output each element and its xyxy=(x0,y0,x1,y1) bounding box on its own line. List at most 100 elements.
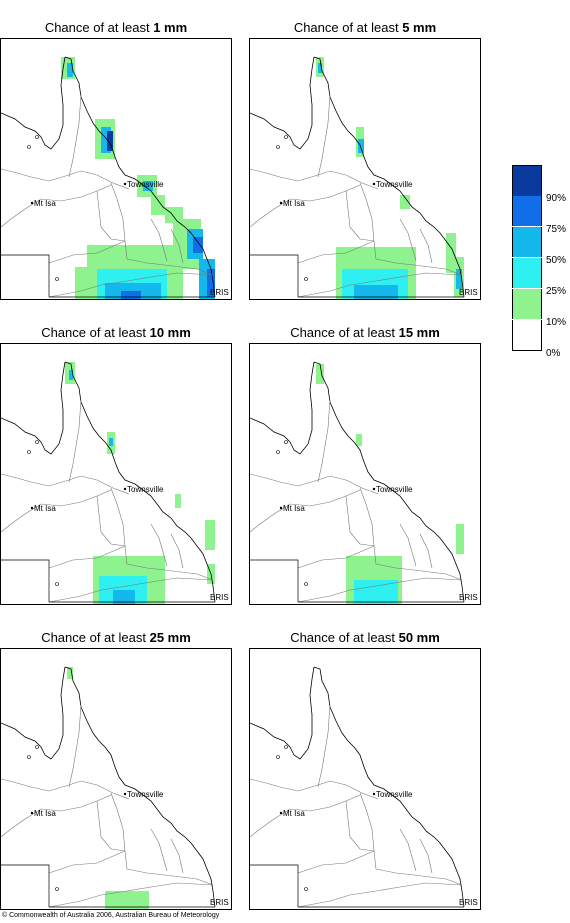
probability-area xyxy=(193,237,203,253)
label-townsville: Townsville xyxy=(376,485,413,494)
title-amount: 5 mm xyxy=(402,20,437,35)
probability-area xyxy=(318,63,322,73)
island xyxy=(304,582,308,586)
district-boundary xyxy=(48,545,126,569)
panel-title: Chance of at least 25 mm xyxy=(0,630,232,645)
district-boundary xyxy=(359,792,377,870)
district-boundary xyxy=(110,487,128,565)
district-boundary xyxy=(170,228,184,264)
legend-swatch-0 xyxy=(512,320,542,351)
island xyxy=(35,440,39,444)
map-1mm: Townsville Mt Isa BRIS xyxy=(0,38,232,300)
label-bris: BRIS xyxy=(210,288,229,297)
map-50mm: Townsville Mt Isa BRIS xyxy=(249,648,481,910)
label-bris: BRIS xyxy=(459,288,478,297)
legend-label-50: 50% xyxy=(546,255,567,266)
island xyxy=(27,145,31,149)
probability-area xyxy=(456,524,464,554)
coastline xyxy=(250,666,315,760)
probability-area xyxy=(109,438,113,446)
qld-rainfall-map: Townsville Mt Isa BRIS xyxy=(250,361,478,604)
district-boundary xyxy=(419,228,433,264)
coastline xyxy=(313,666,465,908)
district-boundary xyxy=(317,704,331,788)
label-mt-isa: Mt Isa xyxy=(283,504,305,513)
panel-title: Chance of at least 10 mm xyxy=(0,325,232,340)
district-boundary xyxy=(250,184,361,228)
label-mt-isa: Mt Isa xyxy=(283,809,305,818)
probability-area xyxy=(69,370,73,380)
probability-area xyxy=(207,269,215,297)
probability-area xyxy=(175,494,181,508)
label-mt-isa: Mt Isa xyxy=(34,809,56,818)
probability-area xyxy=(107,131,113,151)
panel-title: Chance of at least 5 mm xyxy=(249,20,481,35)
label-mt-isa: Mt Isa xyxy=(34,504,56,513)
qld-rainfall-map: Townsville Mt Isa BRIS xyxy=(250,56,478,299)
title-amount: 15 mm xyxy=(398,325,440,340)
label-townsville: Townsville xyxy=(127,180,164,189)
island xyxy=(35,135,39,139)
island xyxy=(284,135,288,139)
district-boundary xyxy=(48,882,214,908)
district-boundary xyxy=(297,850,375,874)
title-amount: 1 mm xyxy=(153,20,188,35)
nt-sa-border xyxy=(1,559,50,602)
district-boundary xyxy=(375,868,463,886)
legend-label-90: 90% xyxy=(546,193,567,204)
district-boundary xyxy=(345,495,375,547)
district-boundary xyxy=(317,399,331,483)
district-boundary xyxy=(250,473,379,495)
district-boundary xyxy=(170,838,184,874)
district-boundary xyxy=(375,563,463,581)
town-dot xyxy=(372,792,376,796)
label-bris: BRIS xyxy=(210,898,229,907)
district-boundary xyxy=(96,190,126,242)
title-prefix: Chance of at least xyxy=(293,20,403,35)
district-boundary xyxy=(345,190,375,242)
district-boundary xyxy=(419,838,433,874)
district-boundary xyxy=(126,258,214,276)
nt-sa-border xyxy=(250,559,299,602)
map-10mm: Townsville Mt Isa BRIS xyxy=(0,343,232,605)
district-boundary xyxy=(48,272,214,298)
probability-area xyxy=(67,667,73,679)
legend-label-75: 75% xyxy=(546,224,567,235)
queensland-land xyxy=(1,667,215,909)
copyright-footer: © Commonwealth of Australia 2006, Austra… xyxy=(2,912,220,919)
district-boundary xyxy=(359,487,377,565)
island xyxy=(276,755,280,759)
district-boundary xyxy=(297,240,375,264)
district-boundary xyxy=(399,523,417,567)
district-boundary xyxy=(126,868,214,886)
qld-rainfall-map: Townsville Mt Isa BRIS xyxy=(250,666,478,909)
district-boundary xyxy=(150,218,168,262)
map-15mm: Townsville Mt Isa BRIS xyxy=(249,343,481,605)
district-boundary xyxy=(68,94,82,178)
legend-swatch-25 xyxy=(512,258,542,288)
district-boundary xyxy=(1,184,112,228)
label-townsville: Townsville xyxy=(127,485,164,494)
district-boundary xyxy=(297,545,375,569)
town-dot xyxy=(279,506,283,510)
legend-label-0: 0% xyxy=(546,348,561,359)
town-dot xyxy=(30,201,34,205)
district-boundary xyxy=(48,240,126,264)
probability-area xyxy=(400,195,410,209)
district-boundary xyxy=(1,168,130,190)
queensland-land xyxy=(250,57,464,299)
district-boundary xyxy=(48,577,214,603)
island xyxy=(276,145,280,149)
district-boundary xyxy=(96,800,126,852)
probability-area xyxy=(101,127,111,153)
label-bris: BRIS xyxy=(459,593,478,602)
legend-swatch-50 xyxy=(512,227,542,257)
district-boundary xyxy=(399,828,417,872)
label-townsville: Townsville xyxy=(127,790,164,799)
coastline xyxy=(313,361,465,603)
nt-sa-border xyxy=(250,254,299,297)
label-mt-isa: Mt Isa xyxy=(34,199,56,208)
district-boundary xyxy=(345,800,375,852)
island xyxy=(35,745,39,749)
district-boundary xyxy=(96,495,126,547)
